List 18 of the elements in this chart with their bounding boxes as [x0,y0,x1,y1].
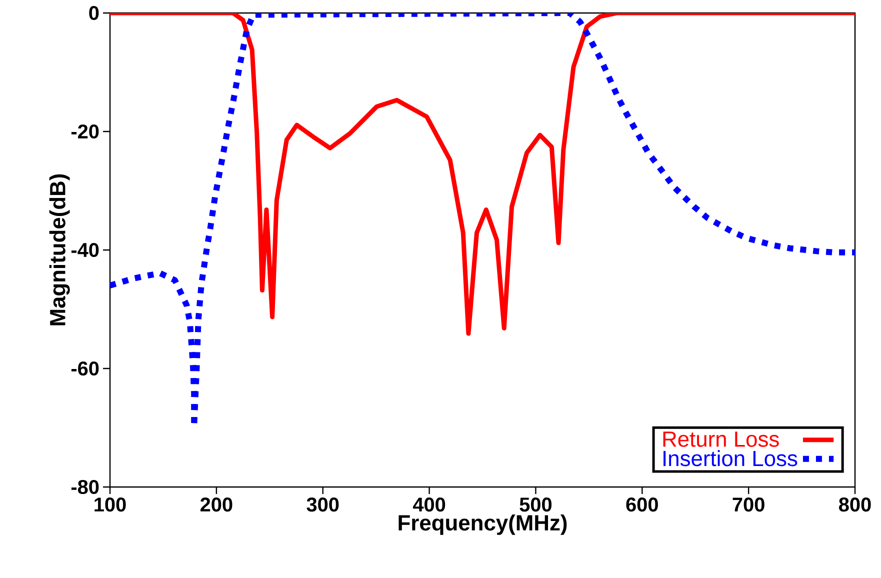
x-tick-label: 300 [306,498,339,512]
y-tick-label: -20 [71,124,99,139]
y-tick-label: -80 [71,480,99,494]
x-tick-label: 500 [520,498,552,512]
x-axis-title: Frequency(MHz) [398,514,567,535]
y-tick-label: -60 [71,361,99,376]
line-series [110,13,856,336]
y-axis-title: Magnitude(dB) [49,174,70,326]
x-tick-label: 200 [200,498,232,512]
x-tick-label: 600 [626,498,658,512]
legend-label: Return Loss [663,432,779,447]
x-tick-label: 100 [94,498,126,512]
x-tick-label: 800 [839,498,871,512]
y-tick-label: 0 [89,6,99,20]
y-tick-label: -40 [71,242,99,258]
x-tick-label: 700 [732,498,764,512]
legend-label: Insertion Loss [664,450,798,466]
x-tick-label: 400 [412,498,446,512]
